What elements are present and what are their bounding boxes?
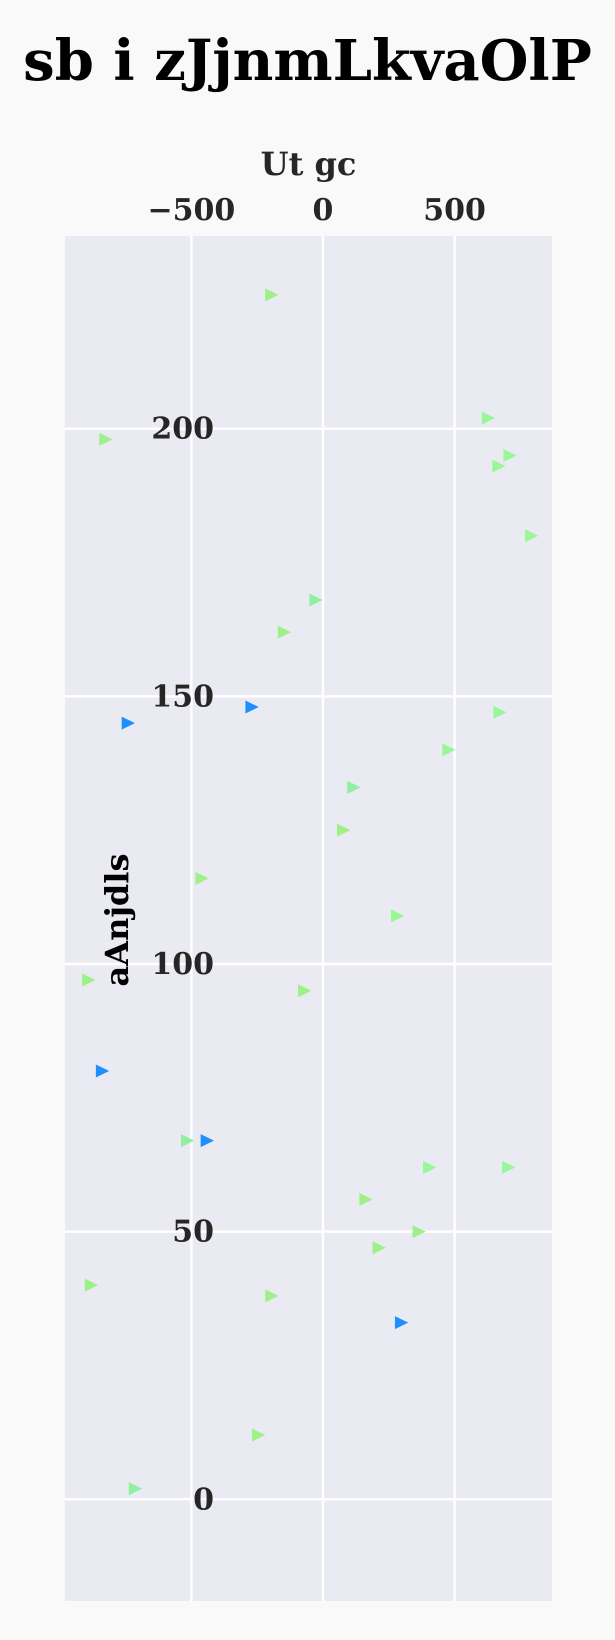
data-point xyxy=(481,411,496,425)
data-point xyxy=(200,1134,214,1148)
y-tick-label: 200 xyxy=(151,412,214,447)
data-point xyxy=(337,823,351,837)
data-point xyxy=(390,909,405,923)
data-point xyxy=(359,1193,373,1207)
x-tick-labels: −500 0 500 xyxy=(147,193,485,228)
data-point xyxy=(298,984,312,998)
plot-background xyxy=(65,236,552,1601)
data-point xyxy=(503,448,517,462)
data-point xyxy=(423,1160,437,1174)
y-tick-label: 50 xyxy=(172,1215,214,1250)
data-point xyxy=(128,1482,143,1496)
y-tick-label: 150 xyxy=(151,679,214,714)
data-point xyxy=(265,1289,279,1303)
data-point xyxy=(412,1225,426,1239)
data-point xyxy=(394,1316,409,1330)
y-tick-label: 100 xyxy=(151,947,214,982)
data-point xyxy=(372,1241,386,1255)
data-point xyxy=(492,459,506,473)
data-point xyxy=(524,529,539,543)
data-points xyxy=(82,288,539,1496)
data-point xyxy=(195,871,209,885)
y-tick-labels: 0 50 100 150 200 xyxy=(151,412,214,1518)
y-axis-label: aAnjdls xyxy=(98,854,136,987)
data-point xyxy=(502,1160,516,1174)
data-point xyxy=(493,705,507,719)
x-tick-label: 0 xyxy=(313,193,334,228)
grid-lines xyxy=(65,236,552,1601)
data-point xyxy=(82,973,96,987)
data-point xyxy=(121,716,136,730)
data-point xyxy=(265,288,279,302)
chart-title: sb i zJjnmLkvaOlP xyxy=(23,28,592,94)
data-point xyxy=(95,1064,110,1078)
data-point xyxy=(84,1278,99,1292)
data-point xyxy=(309,593,323,607)
x-tick-label: −500 xyxy=(147,193,235,228)
x-tick-label: 500 xyxy=(423,193,486,228)
data-point xyxy=(180,1134,195,1148)
data-point xyxy=(442,743,456,757)
data-point xyxy=(251,1428,266,1442)
data-point xyxy=(277,625,292,639)
data-point xyxy=(99,432,113,446)
data-point xyxy=(245,700,259,714)
y-tick-label: 0 xyxy=(193,1482,214,1517)
x-axis-label: Ut gc xyxy=(261,145,357,183)
data-point xyxy=(347,780,361,794)
